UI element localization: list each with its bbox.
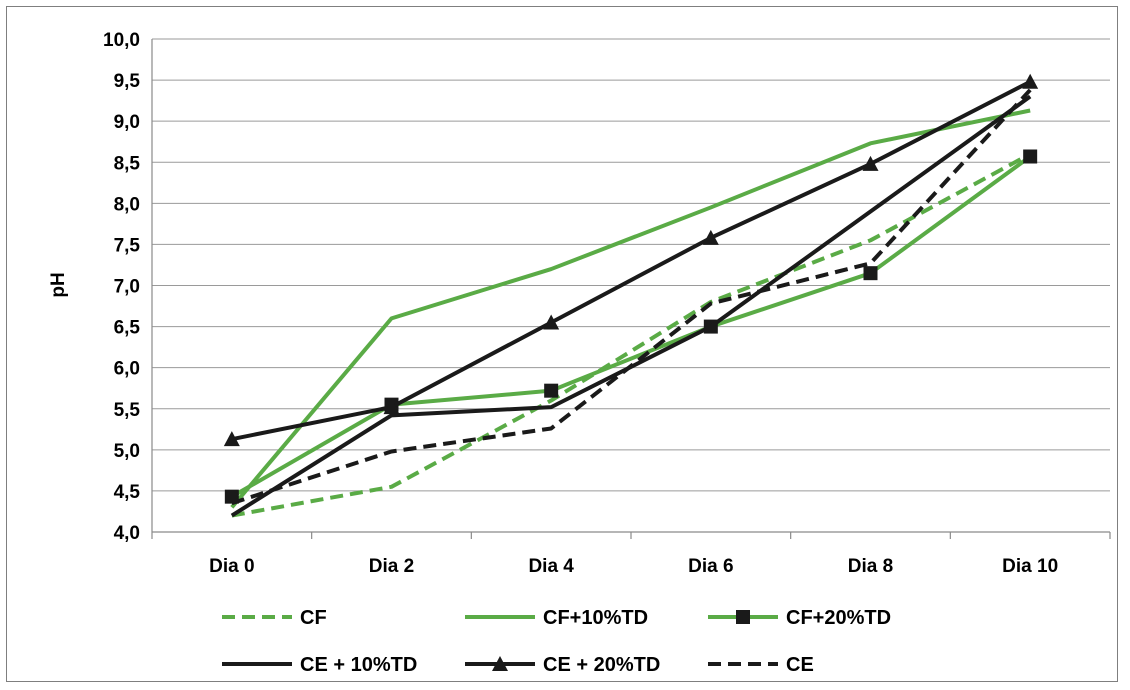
legend-label: CE + 20%TD: [543, 654, 660, 676]
y-tick-label: 8,5: [114, 153, 141, 174]
legend-label: CF: [300, 607, 327, 629]
legend-label: CE: [786, 654, 814, 676]
legend-label: CE + 10%TD: [300, 654, 417, 676]
x-tick-label: Dia 6: [688, 556, 733, 577]
series-line: [231, 88, 1032, 506]
x-tick-label: Dia 10: [1002, 556, 1058, 577]
y-tick-label: 6,0: [114, 359, 140, 380]
y-tick-label: 6,5: [114, 318, 141, 339]
y-tick-label: 7,5: [114, 235, 141, 256]
x-tick-label: Dia 2: [369, 556, 414, 577]
y-tick-label: 4,0: [114, 523, 140, 544]
x-tick-label: Dia 4: [528, 556, 574, 577]
y-tick-label: 7,0: [114, 277, 140, 298]
series-lines: [223, 73, 1039, 518]
axes: [151, 39, 1111, 539]
legend-label: CF+20%TD: [786, 607, 891, 629]
series-line: [230, 108, 1031, 509]
chart-frame: [6, 6, 1118, 682]
triangle-marker: [543, 314, 560, 330]
square-marker: [544, 383, 559, 398]
x-tick-label: Dia 0: [209, 556, 254, 577]
triangle-marker: [862, 155, 879, 171]
series-line: [231, 152, 1032, 518]
y-tick-label: 8,0: [114, 194, 140, 215]
series-line: [230, 94, 1032, 518]
y-axis-label: pH: [48, 272, 69, 297]
triangle-marker: [383, 399, 400, 415]
legend-label: CF+10%TD: [543, 607, 648, 629]
y-tick-label: 4,5: [114, 482, 141, 503]
series-line: [231, 79, 1032, 442]
legend: CF CF+10%TD CF+20%TD CE + 10%TD CE + 20%TD CE: [222, 607, 891, 676]
y-tick-label: 5,5: [114, 400, 141, 421]
x-tick-label: Dia 8: [848, 556, 893, 577]
triangle-marker: [492, 656, 508, 671]
y-tick-label: 5,0: [114, 441, 140, 462]
square-marker: [863, 266, 878, 281]
y-tick-label: 9,5: [114, 71, 141, 92]
square-marker: [736, 610, 750, 624]
triangle-marker: [223, 431, 240, 447]
square-marker: [1023, 149, 1038, 164]
gridlines: [152, 38, 1110, 492]
y-tick-label: 9,0: [114, 112, 140, 133]
triangle-marker: [1022, 73, 1039, 89]
triangle-marker: [702, 229, 719, 245]
y-tick-label: 10,0: [103, 30, 140, 51]
series-line: [230, 154, 1032, 499]
tick-labels: 4,0 4,5 5,0 5,5 6,0 6,5 7,0 7,5 8,0 8,5 9,0 9,5 10,0…: [103, 30, 1058, 577]
